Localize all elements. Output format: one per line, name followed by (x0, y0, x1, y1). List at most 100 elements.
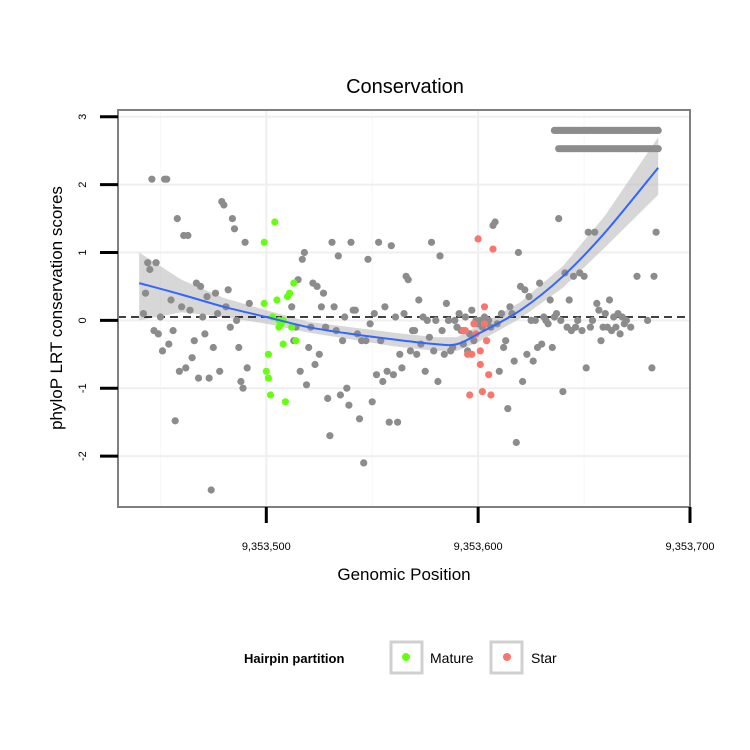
point-other-184 (434, 377, 442, 386)
point-other-103 (398, 364, 406, 372)
point-other-191 (470, 337, 478, 345)
point-other-174 (413, 350, 421, 358)
point-other-194 (595, 306, 603, 314)
point-other-115 (497, 310, 506, 318)
point-other-3 (146, 265, 154, 274)
point-other-56 (298, 255, 306, 263)
point-other-134 (538, 340, 546, 348)
point-other-94 (379, 377, 387, 386)
x-tick-label-2: 9,353,700 (666, 541, 715, 553)
point-other-187 (440, 350, 448, 358)
point-other-18 (178, 303, 186, 311)
point-other-21 (184, 231, 192, 240)
point-other-109 (411, 327, 419, 335)
point-other-63 (313, 282, 321, 290)
point-other-29 (201, 330, 209, 338)
legend: Hairpin partition Mature Star (244, 640, 557, 675)
point-other-172 (461, 313, 469, 321)
point-other-309 (633, 272, 641, 280)
point-other-164 (444, 316, 453, 324)
point-other-86 (362, 337, 370, 345)
point-mature-0 (260, 238, 268, 246)
point-other-62 (311, 360, 319, 369)
point-other-23 (188, 354, 196, 362)
point-other-65 (317, 303, 325, 311)
point-other-8 (156, 313, 164, 321)
point-other-34 (211, 289, 220, 297)
point-other-0 (139, 310, 147, 318)
point-other-2 (144, 259, 152, 267)
point-star-8 (476, 360, 484, 369)
chart-title: Conservation (346, 76, 464, 98)
legend-swatch-star (503, 653, 511, 661)
point-mature-7 (271, 218, 279, 226)
smooth-trend-line (138, 167, 659, 347)
point-mature-17 (292, 337, 300, 345)
point-other-208 (591, 228, 599, 236)
point-other-4 (148, 175, 156, 183)
point-other-199 (605, 296, 614, 304)
point-mature-15 (288, 323, 296, 331)
point-other-1 (141, 289, 150, 297)
point-star-3 (466, 391, 474, 399)
point-other-157 (586, 323, 595, 331)
point-other-58 (302, 381, 311, 389)
point-other-308 (627, 323, 635, 331)
point-other-76 (341, 313, 349, 321)
point-other-20 (182, 364, 190, 372)
y-tick-label-4: 2 (77, 182, 89, 188)
point-other-42 (228, 215, 236, 223)
point-other-312 (652, 228, 660, 236)
point-star-13 (487, 391, 495, 399)
legend-label-mature: Mature (430, 650, 474, 666)
point-other-117 (502, 337, 510, 345)
point-other-81 (351, 306, 359, 314)
point-other-119 (506, 303, 514, 311)
point-other-51 (288, 303, 296, 311)
point-other-90 (370, 310, 378, 318)
point-other-75 (339, 337, 347, 345)
point-other-138 (546, 296, 554, 304)
point-star-4 (468, 350, 476, 358)
point-other-107 (406, 347, 414, 355)
point-star-7 (474, 235, 482, 243)
point-other-74 (336, 391, 344, 399)
y-tick-label-2: 0 (77, 317, 89, 323)
point-other-130 (529, 357, 537, 365)
point-other-101 (394, 418, 402, 426)
x-axis-title: Genomic Position (337, 565, 470, 584)
point-other-158 (588, 316, 597, 324)
point-mature-3 (264, 350, 272, 358)
point-star-12 (485, 371, 493, 379)
point-other-112 (491, 218, 499, 226)
legend-item-mature: Mature (389, 640, 474, 675)
point-other-195 (597, 337, 605, 345)
point-other-207 (622, 316, 631, 324)
point-other-88 (366, 320, 374, 328)
point-other-59 (305, 343, 313, 352)
point-other-41 (226, 323, 234, 331)
point-other-100 (391, 313, 400, 321)
x-tick-label-1: 9,353,600 (454, 541, 503, 553)
y-axis: -2 -1 0 1 2 3 (77, 114, 118, 461)
point-other-151 (574, 316, 582, 324)
point-other-144 (559, 388, 567, 396)
point-other-70 (328, 238, 336, 246)
point-other-9 (158, 347, 167, 355)
point-other-197 (601, 310, 609, 318)
point-other-149 (569, 272, 578, 280)
point-mature-2 (262, 367, 270, 375)
point-other-307 (555, 145, 563, 153)
y-tick-label-0: -2 (77, 451, 89, 461)
point-star-5 (470, 320, 478, 328)
y-tick-label-3: 1 (77, 249, 89, 255)
point-mature-1 (260, 299, 268, 307)
point-other-73 (334, 252, 342, 260)
point-other-31 (205, 374, 213, 382)
point-other-181 (427, 238, 436, 246)
legend-title: Hairpin partition (244, 651, 344, 666)
point-other-49 (243, 364, 251, 372)
point-other-142 (555, 215, 563, 223)
point-other-14 (169, 327, 177, 335)
